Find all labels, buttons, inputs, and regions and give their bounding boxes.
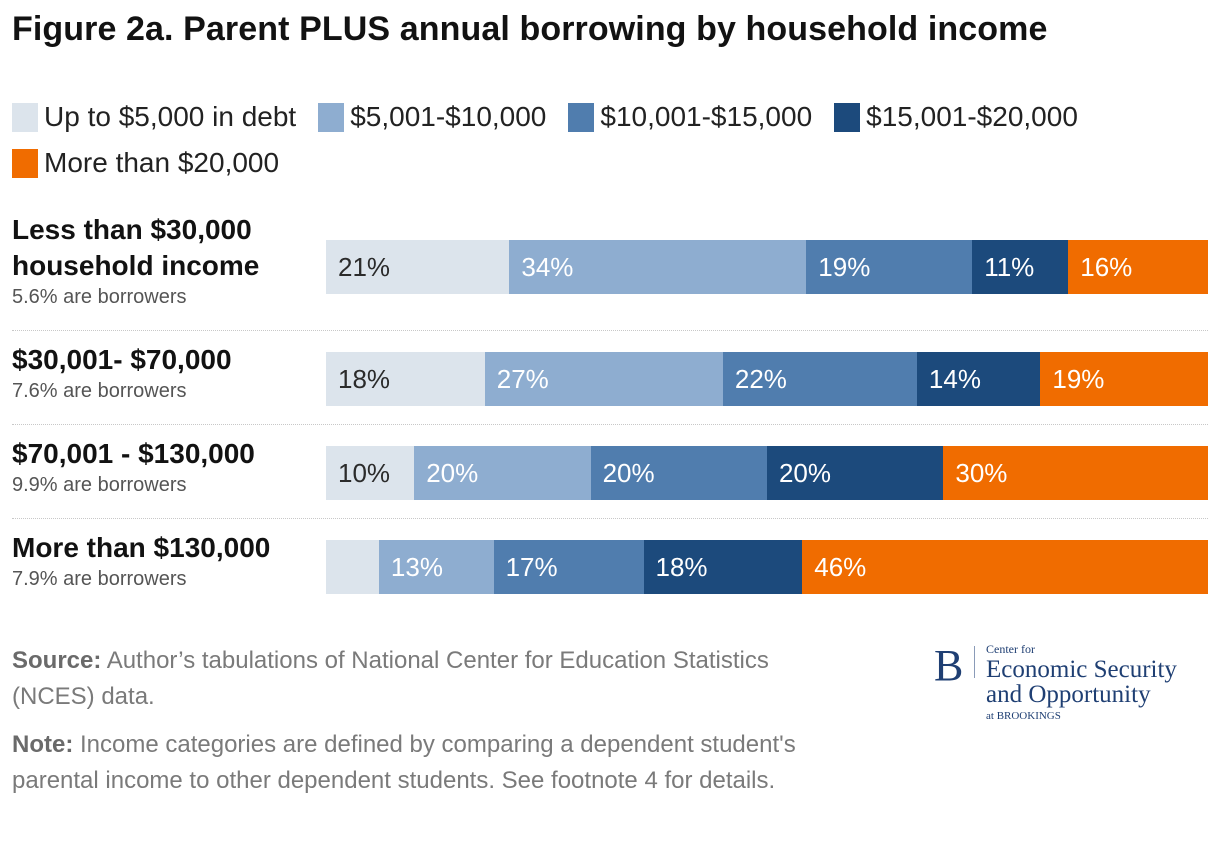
bar-segment-up-to-5000 (326, 540, 379, 594)
row-divider (12, 424, 1208, 425)
logo-center-for: Center for (986, 642, 1035, 656)
row-borrower-share: 9.9% are borrowers (12, 474, 187, 496)
row-divider (12, 330, 1208, 331)
bar-segment-5001-10000: 13% (378, 540, 494, 594)
bar-segment-5001-10000: 27% (484, 352, 723, 406)
bar-segment-15001-20000: 18% (643, 540, 803, 594)
logo-separator (974, 646, 975, 678)
bar-segment-more-than-20000: 30% (943, 446, 1208, 500)
legend-swatch-15001-20000 (834, 102, 861, 132)
stacked-bar-70001-130000: 10% 20% 20% 20% 30% (326, 446, 1208, 500)
legend-swatch-5001-10000 (318, 102, 345, 132)
row-name: More than $130,000 (12, 532, 271, 563)
data-label: 18% (338, 363, 391, 394)
stacked-bar-over-130000: 13% 17% 18% 46% (326, 540, 1208, 594)
data-label: 22% (734, 363, 787, 394)
bar-segment-up-to-5000: 21% (326, 240, 510, 294)
bar-segment-up-to-5000: 10% (326, 446, 415, 500)
data-label: 20% (602, 457, 655, 488)
row-borrower-share: 5.6% are borrowers (12, 286, 187, 308)
row-name-continued: household income (12, 250, 260, 281)
row-label-over-130000: More than $130,000 7.9% are borrowers (12, 530, 270, 591)
bar-segment-10001-15000: 19% (806, 240, 973, 294)
row-name: Less than $30,000 (12, 214, 252, 245)
logo-line-2: and Opportunity (986, 681, 1151, 708)
note-label: Note: (12, 731, 74, 758)
legend-item-15001-20000: $15,001-$20,000 (834, 100, 1078, 134)
source-label: Source: (12, 647, 102, 674)
data-label: 34% (521, 251, 574, 282)
data-label: 20% (778, 457, 832, 488)
chart-title: Figure 2a. Parent PLUS annual borrowing … (12, 10, 1048, 48)
source-note: Source: Author’s tabulations of National… (12, 643, 852, 715)
bar-segment-more-than-20000: 19% (1040, 352, 1208, 406)
bar-segment-5001-10000: 20% (414, 446, 591, 500)
bar-segment-10001-15000: 22% (722, 352, 917, 406)
row-label-30001-70000: $30,001- $70,000 7.6% are borrowers (12, 342, 232, 403)
logo-at-brookings: at BROOKINGS (986, 710, 1061, 722)
row-label-70001-130000: $70,001 - $130,000 9.9% are borrowers (12, 436, 255, 497)
data-label: 19% (1052, 363, 1105, 394)
bar-segment-more-than-20000: 16% (1068, 240, 1208, 294)
legend-label-more-than-20000: More than $20,000 (44, 147, 280, 178)
footnote: Note: Income categories are defined by c… (12, 727, 852, 799)
row-borrower-share: 7.6% are borrowers (12, 380, 187, 402)
bar-segment-up-to-5000: 18% (326, 352, 485, 406)
legend-item-up-to-5000: Up to $5,000 in debt (12, 100, 296, 134)
note-text: Income categories are defined by compari… (12, 731, 796, 794)
data-label: 20% (426, 457, 479, 488)
bar-segment-more-than-20000: 46% (802, 540, 1208, 594)
legend-item-10001-15000: $10,001-$15,000 (568, 100, 812, 134)
data-label: 17% (505, 551, 558, 582)
bar-segment-10001-15000: 20% (590, 446, 767, 500)
stacked-bar-under-30000: 21% 34% 19% 11% 16% (326, 240, 1208, 294)
source-text: Author’s tabulations of National Center … (12, 647, 769, 710)
data-label: 46% (814, 551, 867, 582)
legend-item-more-than-20000: More than $20,000 (12, 146, 279, 180)
logo-letter: B (934, 641, 964, 690)
row-name: $70,001 - $130,000 (12, 438, 255, 469)
bar-segment-10001-15000: 17% (493, 540, 644, 594)
bar-segment-15001-20000: 20% (766, 446, 944, 500)
data-label: 16% (1080, 251, 1133, 282)
data-label: 30% (955, 457, 1008, 488)
logo-line-1: Economic Security (986, 656, 1177, 683)
row-divider (12, 518, 1208, 519)
bar-segment-15001-20000: 14% (916, 352, 1041, 406)
legend-label-up-to-5000: Up to $5,000 in debt (44, 101, 297, 132)
data-label: 10% (338, 457, 391, 488)
row-borrower-share: 7.9% are borrowers (12, 568, 187, 590)
data-label: 18% (655, 551, 708, 582)
bar-segment-15001-20000: 11% (972, 240, 1069, 294)
row-label-under-30000: Less than $30,000 household income 5.6% … (12, 212, 259, 309)
stacked-bar-30001-70000: 18% 27% 22% 14% 19% (326, 352, 1208, 406)
bar-segment-5001-10000: 34% (509, 240, 807, 294)
data-label: 13% (390, 551, 443, 582)
data-label: 27% (496, 363, 549, 394)
legend-item-5001-10000: $5,001-$10,000 (318, 100, 546, 134)
legend-swatch-up-to-5000 (12, 102, 38, 132)
legend-label-10001-15000: $10,001-$15,000 (600, 101, 813, 132)
data-label: 19% (818, 251, 871, 282)
legend-label-5001-10000: $5,001-$10,000 (350, 101, 547, 132)
legend-swatch-10001-15000 (568, 102, 595, 132)
brookings-logo: B Center for Economic Security and Oppor… (934, 640, 1214, 730)
data-label: 11% (984, 251, 1035, 282)
row-name: $30,001- $70,000 (12, 344, 232, 375)
chart-legend: Up to $5,000 in debt $5,001-$10,000 $10,… (12, 100, 1202, 180)
data-label: 14% (928, 363, 981, 394)
legend-label-15001-20000: $15,001-$20,000 (866, 101, 1078, 132)
legend-swatch-more-than-20000 (12, 148, 38, 178)
data-label: 21% (338, 251, 391, 282)
